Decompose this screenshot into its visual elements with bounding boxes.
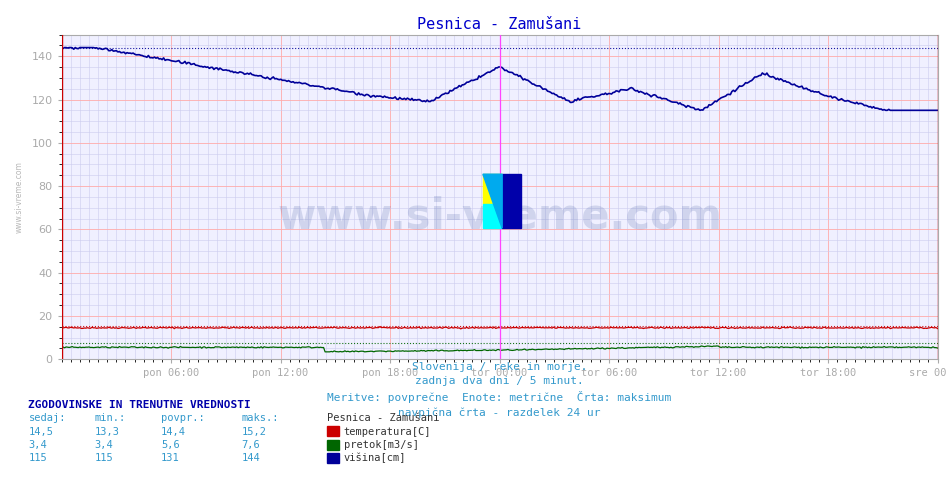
Text: 14,5: 14,5	[28, 427, 53, 437]
Text: 5,6: 5,6	[161, 440, 180, 450]
Bar	[327, 453, 339, 463]
Bar	[327, 440, 339, 450]
Text: 115: 115	[28, 453, 47, 463]
Bar	[483, 174, 502, 205]
Text: 3,4: 3,4	[95, 440, 114, 450]
Text: 3,4: 3,4	[28, 440, 47, 450]
Title: Pesnica - Zamušani: Pesnica - Zamušani	[418, 17, 581, 32]
Text: sedaj:: sedaj:	[28, 413, 66, 423]
Text: temperatura[C]: temperatura[C]	[344, 427, 431, 437]
Text: 15,2: 15,2	[241, 427, 266, 437]
Text: 115: 115	[95, 453, 114, 463]
Text: maks.:: maks.:	[241, 413, 279, 423]
Bar	[502, 174, 522, 228]
Text: www.si-vreme.com: www.si-vreme.com	[277, 195, 722, 238]
Text: 144: 144	[241, 453, 260, 463]
Text: povpr.:: povpr.:	[161, 413, 205, 423]
Bar	[483, 205, 502, 228]
Text: ZGODOVINSKE IN TRENUTNE VREDNOSTI: ZGODOVINSKE IN TRENUTNE VREDNOSTI	[28, 400, 251, 410]
Text: višina[cm]: višina[cm]	[344, 453, 406, 463]
Text: Slovenija / reke in morje.
zadnja dva dni / 5 minut.
Meritve: povprečne  Enote: : Slovenija / reke in morje. zadnja dva dn…	[328, 362, 671, 417]
Text: Pesnica - Zamušani: Pesnica - Zamušani	[327, 413, 439, 423]
Text: min.:: min.:	[95, 413, 126, 423]
Text: 14,4: 14,4	[161, 427, 186, 437]
Bar	[327, 426, 339, 436]
Text: www.si-vreme.com: www.si-vreme.com	[15, 161, 24, 233]
Text: pretok[m3/s]: pretok[m3/s]	[344, 440, 419, 450]
Text: 13,3: 13,3	[95, 427, 119, 437]
Text: 7,6: 7,6	[241, 440, 260, 450]
Polygon shape	[483, 174, 502, 228]
Text: 131: 131	[161, 453, 180, 463]
